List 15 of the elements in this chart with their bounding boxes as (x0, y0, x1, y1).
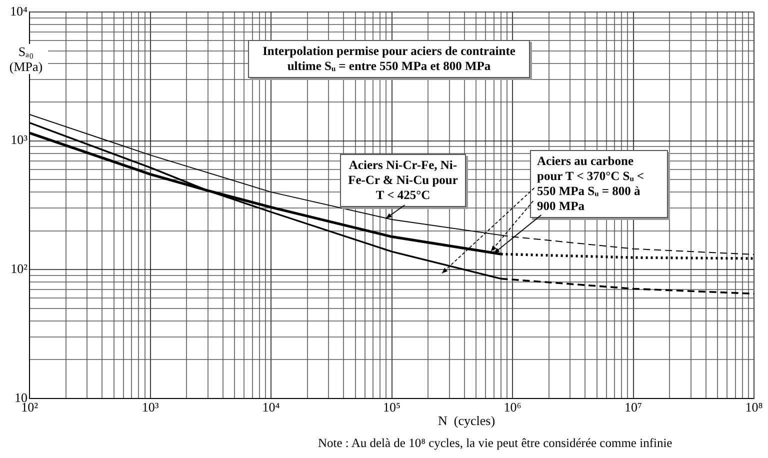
y-tick-label: 10² (10, 261, 28, 276)
y-tick-label: 10³ (10, 132, 28, 148)
text: Note : Au delà de 10⁸ cycles, la vie peut être considérée comme infinie (318, 436, 672, 451)
x-tick-label: 10⁸ (745, 400, 764, 415)
annotation: Aciers Ni-Cr-Fe, Ni-Fe-Cr & Ni-Cu pour T < 425°C (340, 154, 466, 207)
x-tick-label: 10⁷ (624, 400, 642, 415)
x-tick-label: 10⁵ (382, 400, 401, 415)
y-tick-label: 10⁴ (10, 3, 28, 18)
annotation: Aciers au carbone pour T < 370°C Sᵤ < 550 MPa Sᵤ = 800 à 900 MPa (530, 150, 668, 218)
x-axis-title: N (cycles) (438, 413, 496, 428)
x-tick-label: 10³ (142, 400, 159, 415)
annotation: Interpolation permise pour aciers de contrainte ultime Sᵤ = entre 550 MPa et 800 MPa (248, 40, 530, 78)
x-tick-label: 10⁶ (504, 400, 522, 415)
y-axis-title: Sₐ₀ (MPa) (4, 44, 48, 74)
x-tick-label: 10⁴ (262, 400, 280, 415)
